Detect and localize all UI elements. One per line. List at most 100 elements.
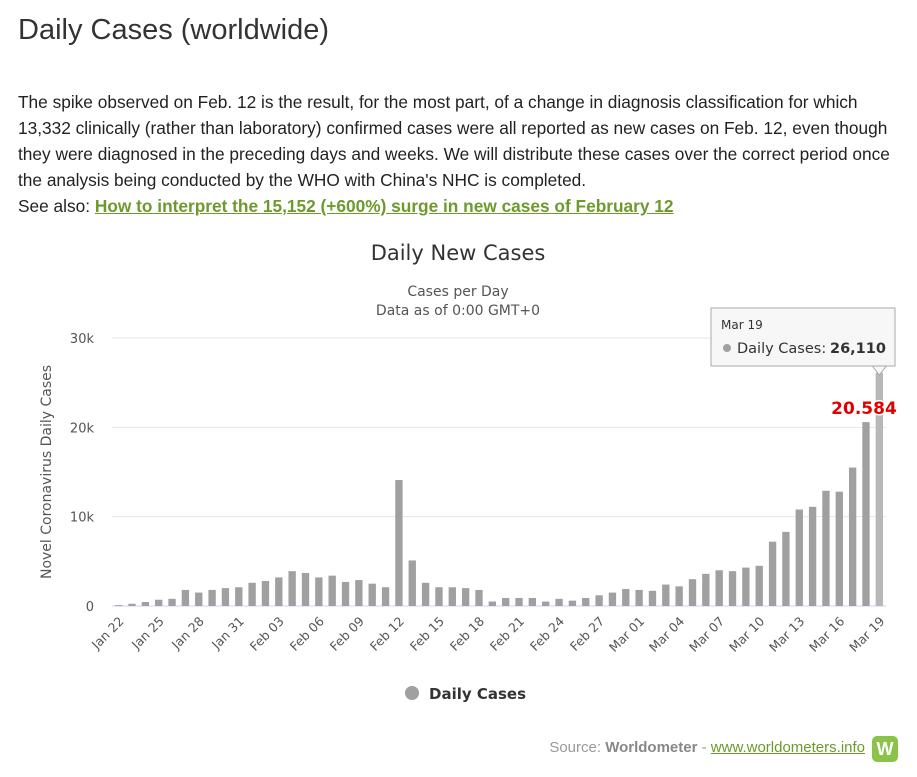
bar — [795, 509, 803, 606]
bar — [782, 531, 790, 606]
bar — [488, 601, 496, 606]
daily-new-cases-chart: Daily New Cases Cases per Day Data as of… — [39, 241, 899, 703]
bar — [168, 598, 176, 606]
bar — [648, 590, 657, 606]
bar — [421, 582, 430, 606]
bar — [261, 580, 270, 606]
source-name: Worldometer — [605, 739, 698, 756]
bar — [141, 601, 150, 606]
bar — [128, 603, 136, 606]
chart-title: Daily New Cases — [371, 241, 546, 265]
y-tick-label: 10k — [70, 511, 95, 526]
bar — [315, 577, 323, 606]
bar — [582, 597, 590, 606]
bar — [715, 570, 723, 606]
bar — [635, 589, 643, 606]
intro-text: The spike observed on Feb. 12 is the res… — [18, 92, 890, 190]
x-tick-label: Jan 22 — [88, 614, 127, 653]
x-tick-label: Mar 19 — [846, 613, 887, 654]
bar — [475, 589, 483, 606]
bar — [768, 541, 777, 606]
bar — [181, 589, 190, 606]
bar — [515, 597, 523, 606]
bar — [301, 572, 310, 606]
bar — [368, 583, 376, 606]
x-tick-label: Mar 13 — [766, 614, 807, 655]
bar — [728, 571, 737, 606]
x-tick-label: Feb 21 — [487, 614, 527, 654]
tooltip-series-dot-icon — [723, 344, 731, 352]
bar — [408, 560, 416, 606]
y-tick-label: 20k — [70, 421, 95, 436]
bar — [835, 491, 843, 606]
bar — [115, 605, 123, 606]
bar — [755, 565, 763, 606]
tooltip-series: Daily Cases: — [737, 341, 826, 357]
worldometer-logo-icon[interactable]: W — [872, 736, 898, 762]
x-tick-label: Jan 28 — [168, 613, 207, 652]
bar — [542, 601, 550, 606]
x-tick-label: Feb 06 — [287, 613, 327, 653]
legend-marker-icon — [405, 686, 419, 700]
bar — [395, 480, 403, 606]
x-tick-label: Feb 15 — [407, 614, 447, 654]
x-tick-label: Feb 27 — [567, 614, 607, 654]
bar — [275, 577, 283, 606]
y-axis-ticks: 0 10k 20k 30k — [70, 332, 95, 615]
tooltip-pointer — [871, 365, 888, 376]
bar — [381, 587, 390, 606]
source-prefix: Source: — [549, 739, 602, 756]
x-tick-label: Feb 03 — [247, 614, 287, 654]
source-link[interactable]: www.worldometers.info — [710, 739, 865, 756]
chart-subtitle-line-2: Data as of 0:00 GMT+0 — [376, 303, 540, 319]
bar — [568, 600, 577, 606]
bar — [435, 587, 443, 606]
x-tick-label: Feb 24 — [527, 613, 567, 653]
tooltip-date: Mar 19 — [721, 318, 763, 332]
bar — [848, 467, 857, 606]
annotation: 20.584 — [830, 398, 899, 421]
tooltip: Mar 19 Daily Cases: 26,110 — [710, 307, 896, 376]
surge-explanation-link[interactable]: How to interpret the 15,152 (+600%) surg… — [94, 196, 674, 216]
bar — [675, 586, 683, 606]
tooltip-value: 26,110 — [830, 341, 886, 357]
x-tick-label: Jan 25 — [128, 614, 167, 653]
y-axis-title: Novel Coronavirus Daily Cases — [39, 365, 55, 579]
bar — [355, 580, 363, 606]
chart-subtitle-line-1: Cases per Day — [407, 284, 508, 300]
bar — [461, 588, 470, 606]
bar — [155, 599, 163, 606]
bar — [662, 584, 670, 606]
bar — [688, 579, 697, 606]
bar — [288, 571, 296, 606]
bar — [248, 582, 256, 606]
x-tick-label: Mar 07 — [686, 614, 727, 655]
y-tick-label: 0 — [86, 600, 94, 615]
bar — [208, 589, 216, 606]
bar — [742, 567, 750, 606]
legend[interactable]: Daily Cases — [405, 685, 526, 703]
bar — [862, 422, 870, 606]
bars — [115, 372, 883, 606]
x-tick-label: Jan 31 — [208, 614, 247, 653]
x-tick-label: Feb 12 — [367, 614, 407, 654]
page-title: Daily Cases (worldwide) — [18, 14, 330, 46]
bar — [822, 490, 830, 606]
bar — [555, 598, 563, 606]
bar — [875, 372, 883, 606]
x-tick-label: Mar 01 — [606, 614, 647, 655]
x-tick-label: Feb 09 — [327, 613, 367, 653]
bar — [448, 587, 456, 606]
bar — [595, 595, 603, 606]
bar — [622, 589, 630, 606]
x-tick-label: Mar 04 — [646, 613, 687, 654]
bar — [235, 587, 243, 606]
bar — [808, 506, 817, 606]
bar — [502, 597, 510, 606]
bar — [528, 597, 537, 606]
x-tick-label: Feb 18 — [447, 613, 487, 653]
intro-paragraph: The spike observed on Feb. 12 is the res… — [18, 89, 898, 219]
bar — [328, 575, 336, 606]
legend-item-daily-cases: Daily Cases — [429, 685, 526, 703]
bar — [702, 573, 710, 606]
